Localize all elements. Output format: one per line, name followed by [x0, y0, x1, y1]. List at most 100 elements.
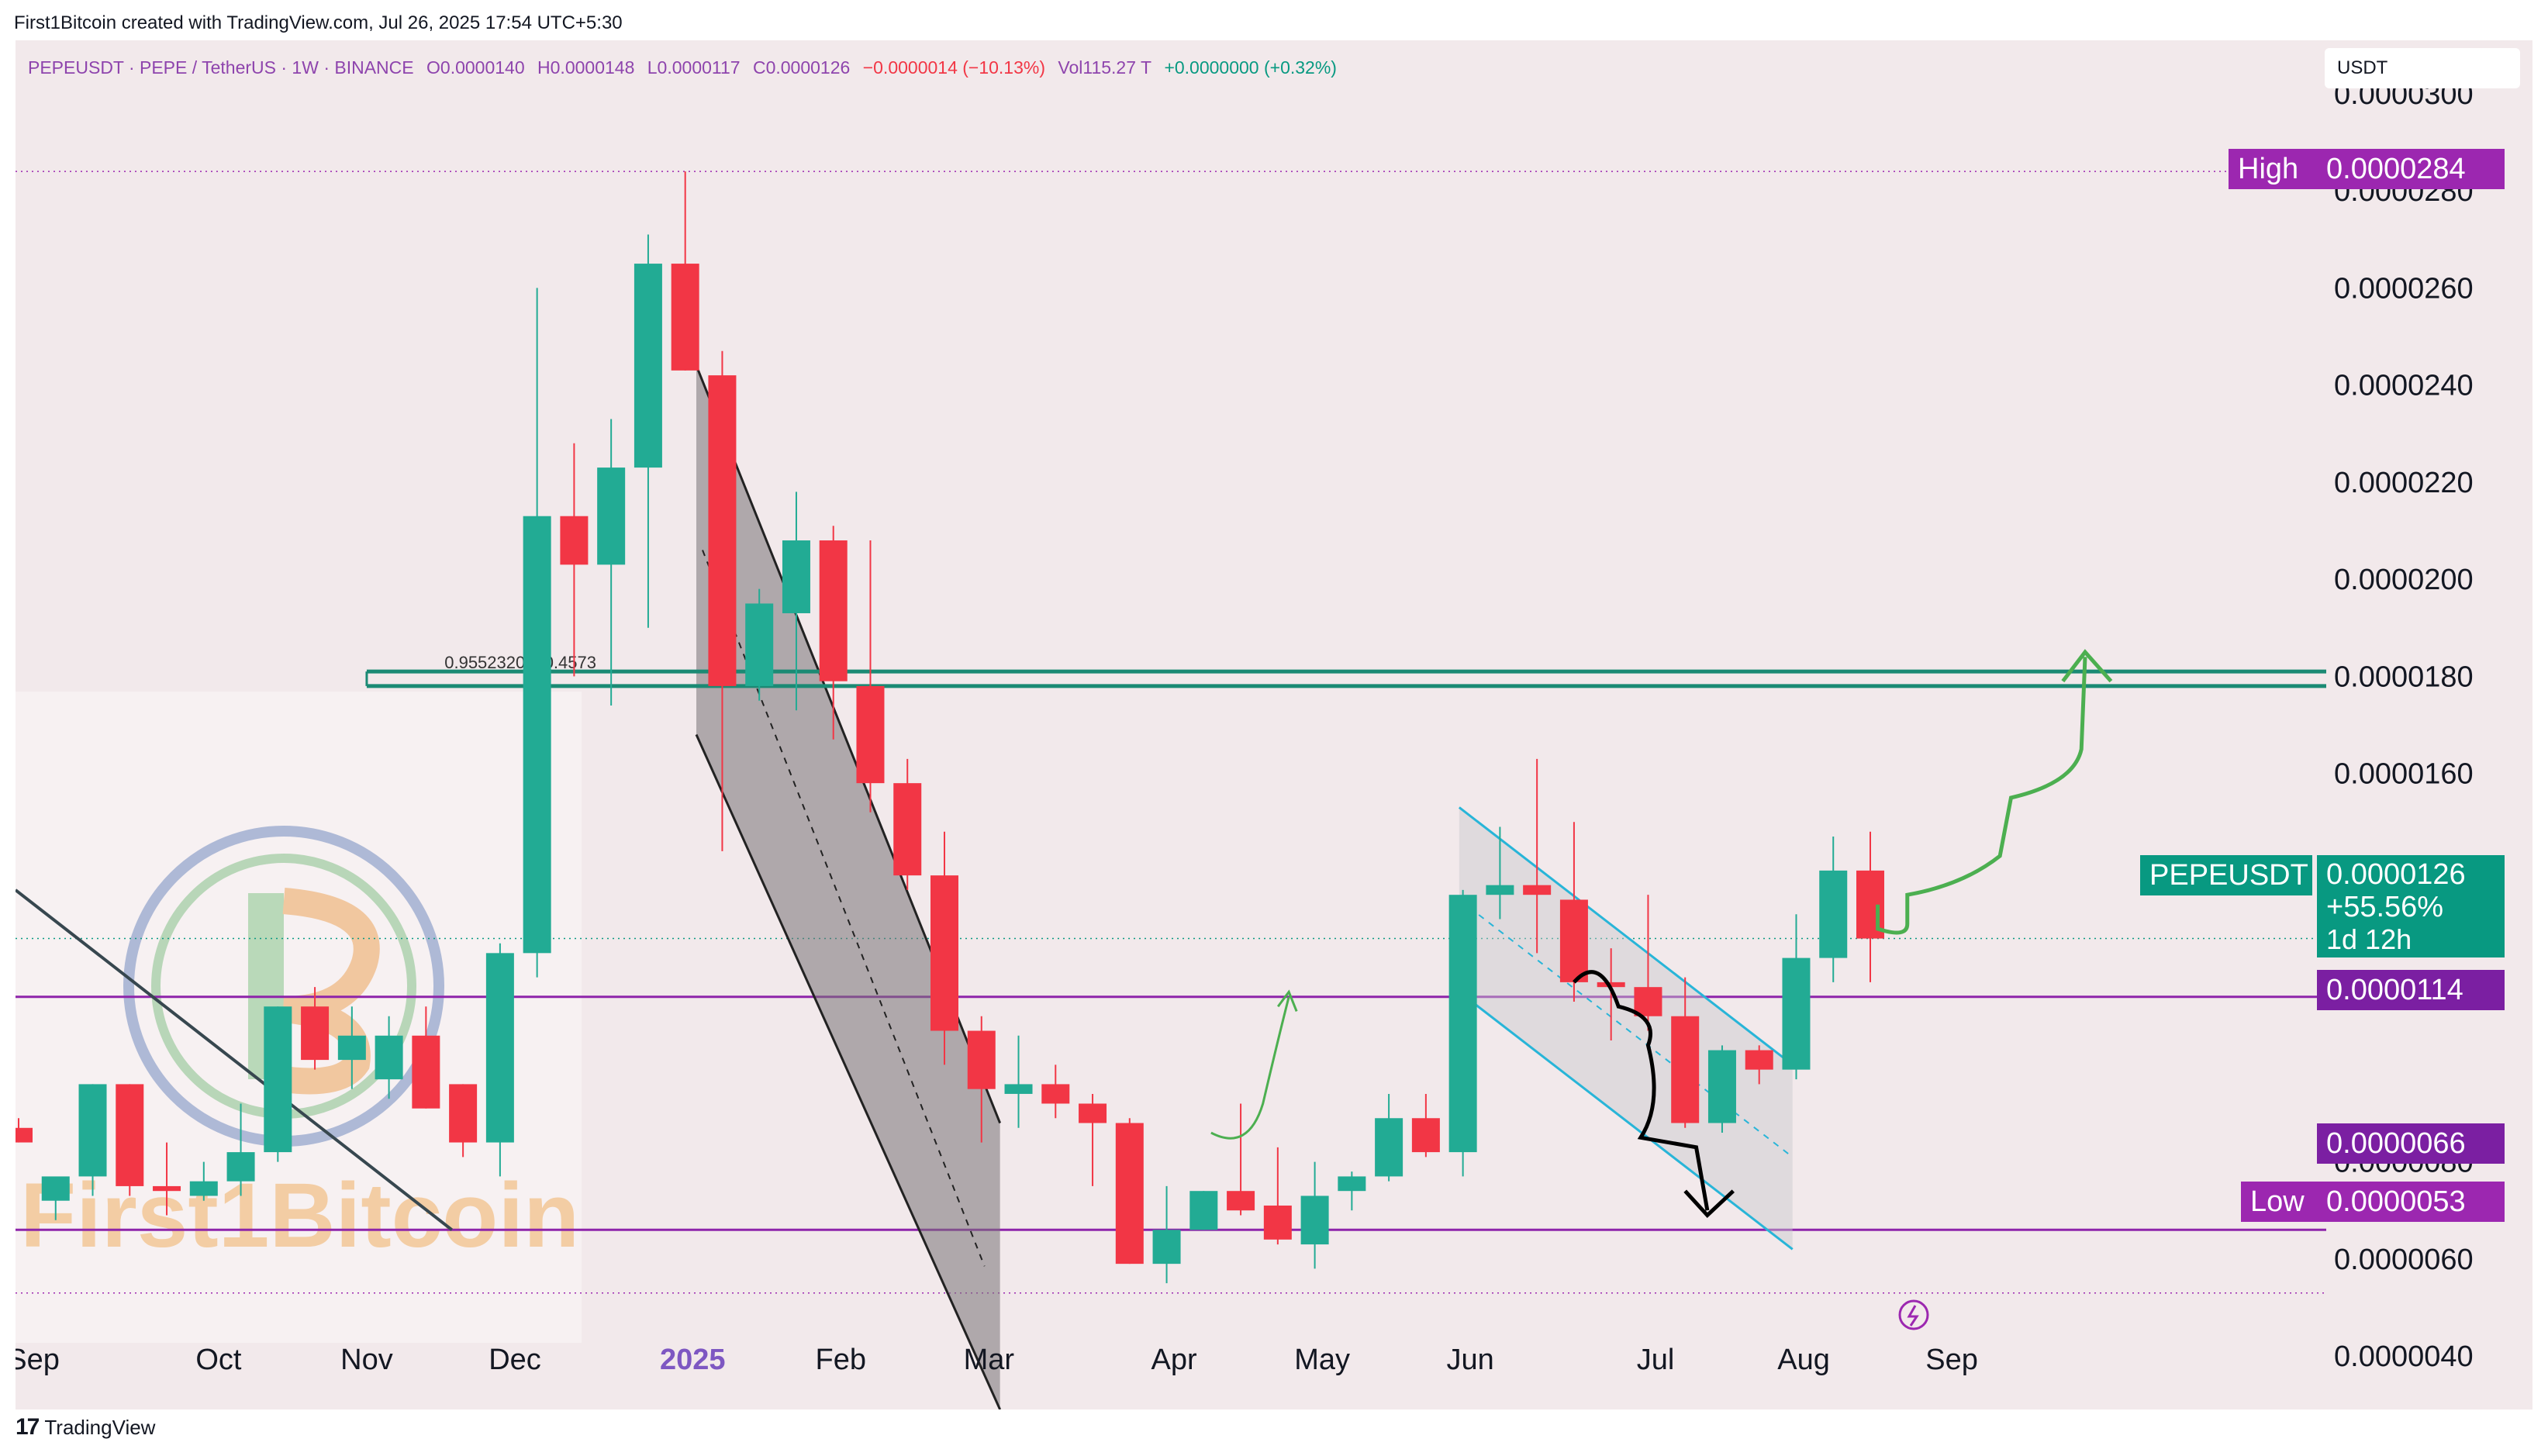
candle-body — [1189, 1191, 1218, 1230]
candle-body — [1004, 1084, 1033, 1094]
y-tick-label: 0.0000160 — [2334, 758, 2474, 791]
candle-body — [116, 1084, 144, 1186]
candle-body — [1411, 1118, 1440, 1153]
lightning-icon — [1907, 1305, 1919, 1327]
candle — [1634, 895, 1662, 1031]
high-value-tag: 0.0000284 — [2317, 149, 2505, 189]
low-tag: Low — [2241, 1182, 2317, 1222]
candle-body — [1227, 1191, 1255, 1211]
candle — [1856, 831, 1884, 982]
candle-body — [412, 1035, 440, 1109]
x-tick-label: Jun — [1447, 1344, 1494, 1376]
y-tick-label: 0.0000040 — [2334, 1340, 2474, 1373]
candle-body — [1338, 1176, 1366, 1192]
candle — [1004, 1035, 1033, 1128]
candle-body — [893, 783, 922, 876]
candle — [337, 1006, 366, 1089]
candle-body — [78, 1084, 107, 1177]
candle — [1375, 1093, 1403, 1182]
x-tick-label: Mar — [964, 1344, 1015, 1376]
candle-body — [819, 540, 848, 681]
candle-body — [226, 1152, 255, 1182]
x-tick-label: May — [1294, 1344, 1350, 1376]
candle — [1707, 1045, 1736, 1133]
chart-area[interactable]: First1Bitcoin 0.9552320400.4573 0.0000300 0… — [16, 40, 2532, 1409]
low-value-tag: 0.0000053 — [2317, 1182, 2505, 1222]
candle-body — [449, 1084, 478, 1143]
candle — [930, 831, 958, 1065]
down-scenario-arrow — [1573, 970, 1710, 1211]
candle — [153, 1142, 181, 1216]
candle — [782, 492, 810, 711]
candle — [1041, 1064, 1070, 1119]
watermark-text: First1Bitcoin — [20, 1164, 579, 1267]
candle-body — [1263, 1205, 1292, 1240]
price-chart[interactable]: First1Bitcoin0.9552320400.45730.00003000… — [16, 40, 2532, 1409]
x-tick-label: Dec — [489, 1344, 541, 1376]
small-up-arrow-head-icon — [1276, 989, 1298, 1013]
legend-open: O0.0000140 — [426, 57, 525, 78]
blue-channel — [1458, 806, 1794, 1251]
candle — [1559, 822, 1588, 1002]
candle-body — [856, 685, 885, 784]
legend-change: −0.0000014 (−10.13%) — [862, 57, 1046, 78]
last-price-value: 0.0000126 — [2326, 858, 2466, 891]
candle — [301, 987, 330, 1070]
small-up-arrow — [1210, 996, 1290, 1140]
target-path-arrow — [1876, 657, 2087, 935]
candle-body — [708, 375, 737, 686]
candle-body — [1707, 1050, 1736, 1123]
candle-body — [1152, 1230, 1181, 1265]
candle — [560, 443, 589, 677]
candle — [1411, 1093, 1440, 1158]
high-tag: High — [2229, 149, 2317, 189]
legend-symbol[interactable]: PEPEUSDT · PEPE / TetherUS · 1W · BINANC… — [28, 57, 414, 78]
x-tick-label: Apr — [1151, 1344, 1197, 1376]
candle — [116, 1084, 144, 1196]
down-arrow-head-icon — [1683, 1189, 1735, 1219]
x-axis: AugSepOctNovDec2025FebMarAprMayJunJulAug… — [16, 1344, 1978, 1376]
candle — [449, 1084, 478, 1158]
y-tick-label: 0.0000260 — [2334, 272, 2474, 305]
candle — [1079, 1093, 1107, 1186]
candle — [893, 758, 922, 890]
candle — [1671, 977, 1700, 1128]
y-tick-label: 0.0000240 — [2334, 370, 2474, 402]
candle — [1597, 948, 1625, 1041]
candle — [78, 1084, 107, 1196]
candle — [597, 419, 626, 706]
candle — [1448, 889, 1477, 1177]
candle-body — [782, 540, 810, 613]
candle — [967, 1016, 996, 1143]
candle-body — [745, 603, 774, 686]
currency-selector[interactable]: USDT — [2325, 48, 2520, 88]
candle-body — [1634, 987, 1662, 1016]
candle — [671, 171, 699, 371]
candle-body — [1486, 885, 1514, 895]
candle — [1152, 1185, 1181, 1284]
candle — [375, 1016, 403, 1099]
candle-body — [1375, 1118, 1403, 1177]
candle-body — [1300, 1196, 1329, 1245]
blue-channel-mid — [1459, 899, 1794, 1158]
tradingview-logo-icon: 17 — [16, 1414, 40, 1440]
candle — [819, 526, 848, 740]
candle — [1300, 1161, 1329, 1269]
candle-body — [375, 1035, 403, 1080]
candle-body — [597, 468, 626, 565]
candle-body — [1041, 1084, 1070, 1104]
candle-body — [1448, 895, 1477, 1153]
candle-body — [523, 516, 551, 954]
top-caption: First1Bitcoin created with TradingView.c… — [14, 12, 623, 33]
candle-body — [189, 1181, 218, 1196]
candle-body — [1671, 1016, 1700, 1123]
legend-high: H0.0000148 — [537, 57, 635, 78]
symbol-legend: PEPEUSDT · PEPE / TetherUS · 1W · BINANC… — [28, 57, 1345, 78]
legend-low: L0.0000117 — [647, 57, 741, 78]
price-scale-bg — [2264, 40, 2532, 1409]
candle-body — [16, 1127, 33, 1143]
fib-label: 0.9552320400.4573 — [444, 653, 596, 672]
blue-channel-bottom — [1458, 991, 1794, 1251]
tradingview-brand[interactable]: 17 TradingView — [16, 1414, 155, 1440]
falling-channel-bottom — [695, 733, 1002, 1409]
